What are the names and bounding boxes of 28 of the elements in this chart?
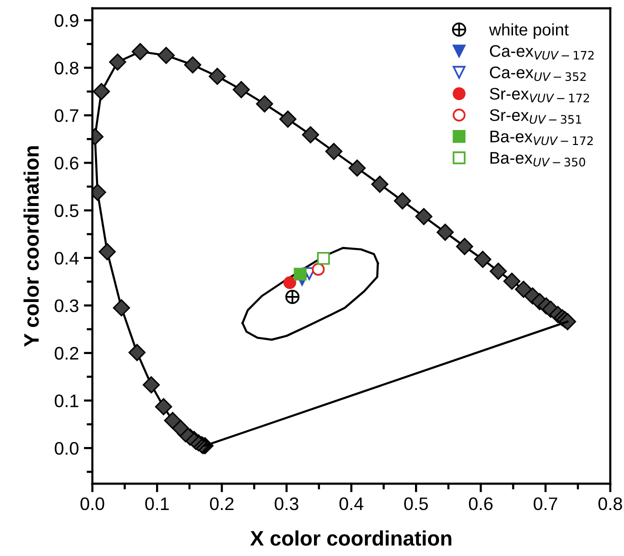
x-tick-label: 0.8: [598, 497, 622, 510]
y-tick-label: 0.7: [54, 109, 78, 122]
y-tick-label: 0.3: [54, 299, 78, 312]
legend-label: Sr-ex$_{VUV−172}$: [490, 88, 590, 102]
legend-label: white point: [489, 23, 569, 39]
y-tick-label: 0.2: [54, 346, 78, 360]
x-tick-label: 0.2: [210, 497, 234, 510]
x-tick-label: 0.1: [145, 497, 169, 510]
y-tick-label: 0.1: [54, 394, 78, 408]
legend-label: Ba-ex$_{UV−350}$: [490, 152, 586, 167]
x-tick-label: 0.4: [339, 497, 364, 510]
legend-label: Ca-ex$_{UV−352}$: [490, 66, 586, 82]
x-tick-label: 0.0: [80, 497, 104, 510]
x-tick-label: 0.5: [404, 497, 428, 510]
legend-label: Sr-ex$_{UV−351}$: [490, 109, 582, 124]
y-tick-label: 0.8: [54, 62, 78, 74]
x-tick-label: 0.3: [274, 497, 298, 510]
x-tick-label: 0.6: [468, 497, 493, 510]
y-tick-label: 0.4: [54, 252, 79, 265]
y-tick-label: 0.0: [54, 442, 78, 455]
y-tick-label: 0.6: [54, 156, 78, 170]
x-tick-label: 0.7: [534, 497, 558, 510]
y-tick-label: 0.5: [54, 204, 78, 218]
x-axis-title: X color coordination: [250, 530, 452, 546]
legend-label: Ca-ex$_{VUV−172}$: [490, 45, 594, 60]
y-axis-title: Y color coordination: [24, 146, 39, 347]
y-tick-label: 0.9: [54, 14, 78, 27]
legend-label: Ba-ex$_{VUV−172}$: [490, 130, 593, 146]
